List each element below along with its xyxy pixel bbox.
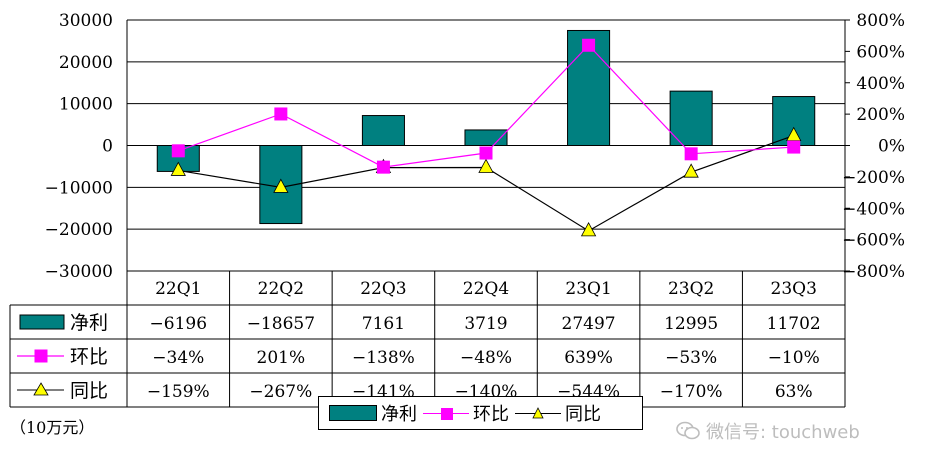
yoy-point: [683, 163, 699, 178]
y-tick-label: 10000: [59, 95, 113, 115]
row-header-label: 净利: [70, 312, 108, 334]
mom-point: [684, 147, 698, 161]
yoy-point: [478, 158, 494, 173]
legend: 净利 环比 同比: [318, 396, 643, 430]
data-label: −267%: [249, 382, 312, 402]
legend-item-yoy: 同比: [515, 400, 601, 426]
x-tick-label: 22Q4: [463, 279, 509, 299]
data-label: 63%: [775, 382, 813, 402]
x-tick-label: 23Q3: [771, 279, 817, 299]
x-tick-label: 23Q2: [668, 279, 714, 299]
legend-item-net-profit: 净利: [329, 400, 417, 426]
y-tick-label: −30000: [45, 262, 113, 282]
data-label: 3719: [464, 314, 507, 334]
row-header-label: 同比: [70, 380, 108, 402]
y2-tick-label: 0%: [878, 137, 905, 157]
mom-point: [376, 160, 390, 174]
bar: [361, 115, 405, 147]
y2-tick-label: 600%: [856, 42, 905, 62]
y-tick-label: −20000: [45, 220, 113, 240]
data-label: −170%: [660, 382, 723, 402]
data-label: −34%: [152, 348, 204, 368]
y2-tick-label: 800%: [856, 11, 905, 31]
y2-tick-label: −200%: [842, 168, 905, 188]
x-tick-label: 22Q1: [155, 279, 201, 299]
y2-tick-label: −600%: [842, 231, 905, 251]
y-tick-label: 0: [102, 137, 113, 157]
mom-point: [787, 140, 801, 154]
row-key-bar: [19, 314, 65, 330]
bar: [669, 90, 713, 146]
row-key-marker: [33, 382, 49, 396]
data-label: 12995: [664, 314, 718, 334]
data-label: 639%: [564, 348, 613, 368]
data-label: 7161: [362, 314, 405, 334]
mom-point: [582, 38, 596, 52]
x-tick-label: 22Q3: [360, 279, 406, 299]
y-tick-label: 20000: [59, 53, 113, 73]
data-label: −53%: [665, 348, 717, 368]
watermark: 微信号: touchweb: [676, 418, 860, 444]
y2-tick-label: −400%: [842, 199, 905, 219]
legend-label-mom: 环比: [473, 404, 509, 425]
data-label: −48%: [460, 348, 512, 368]
yoy-point: [170, 161, 186, 176]
x-tick-label: 22Q2: [258, 279, 304, 299]
x-tick-label: 23Q1: [565, 279, 611, 299]
legend-label-net-profit: 净利: [381, 404, 417, 425]
yoy-point: [273, 178, 289, 193]
data-label: −6196: [150, 314, 208, 334]
legend-bar-swatch: [329, 405, 377, 421]
data-label: −10%: [768, 348, 820, 368]
row-key-marker: [34, 349, 48, 363]
row-header-label: 环比: [70, 346, 108, 368]
data-label: 11702: [767, 314, 821, 334]
data-label: −159%: [147, 382, 210, 402]
unit-label: （10万元）: [10, 418, 95, 437]
data-label: −18657: [247, 314, 315, 334]
legend-mom-swatch: [423, 406, 469, 420]
watermark-text: 微信号: touchweb: [706, 422, 860, 443]
legend-yoy-swatch: [515, 406, 561, 420]
y2-tick-label: −800%: [842, 262, 905, 282]
data-label: 201%: [257, 348, 306, 368]
y2-tick-label: 400%: [856, 74, 905, 94]
legend-item-mom: 环比: [423, 400, 509, 426]
data-label: −138%: [352, 348, 415, 368]
y-tick-label: −10000: [45, 178, 113, 198]
mom-point: [171, 144, 185, 158]
legend-label-yoy: 同比: [565, 404, 601, 425]
mom-point: [479, 146, 493, 160]
y-tick-label: 30000: [59, 11, 113, 31]
y2-tick-label: 200%: [856, 105, 905, 125]
data-label: 27497: [562, 314, 616, 334]
yoy-point: [580, 221, 597, 237]
mom-point: [274, 107, 288, 121]
wechat-icon: [676, 421, 700, 440]
